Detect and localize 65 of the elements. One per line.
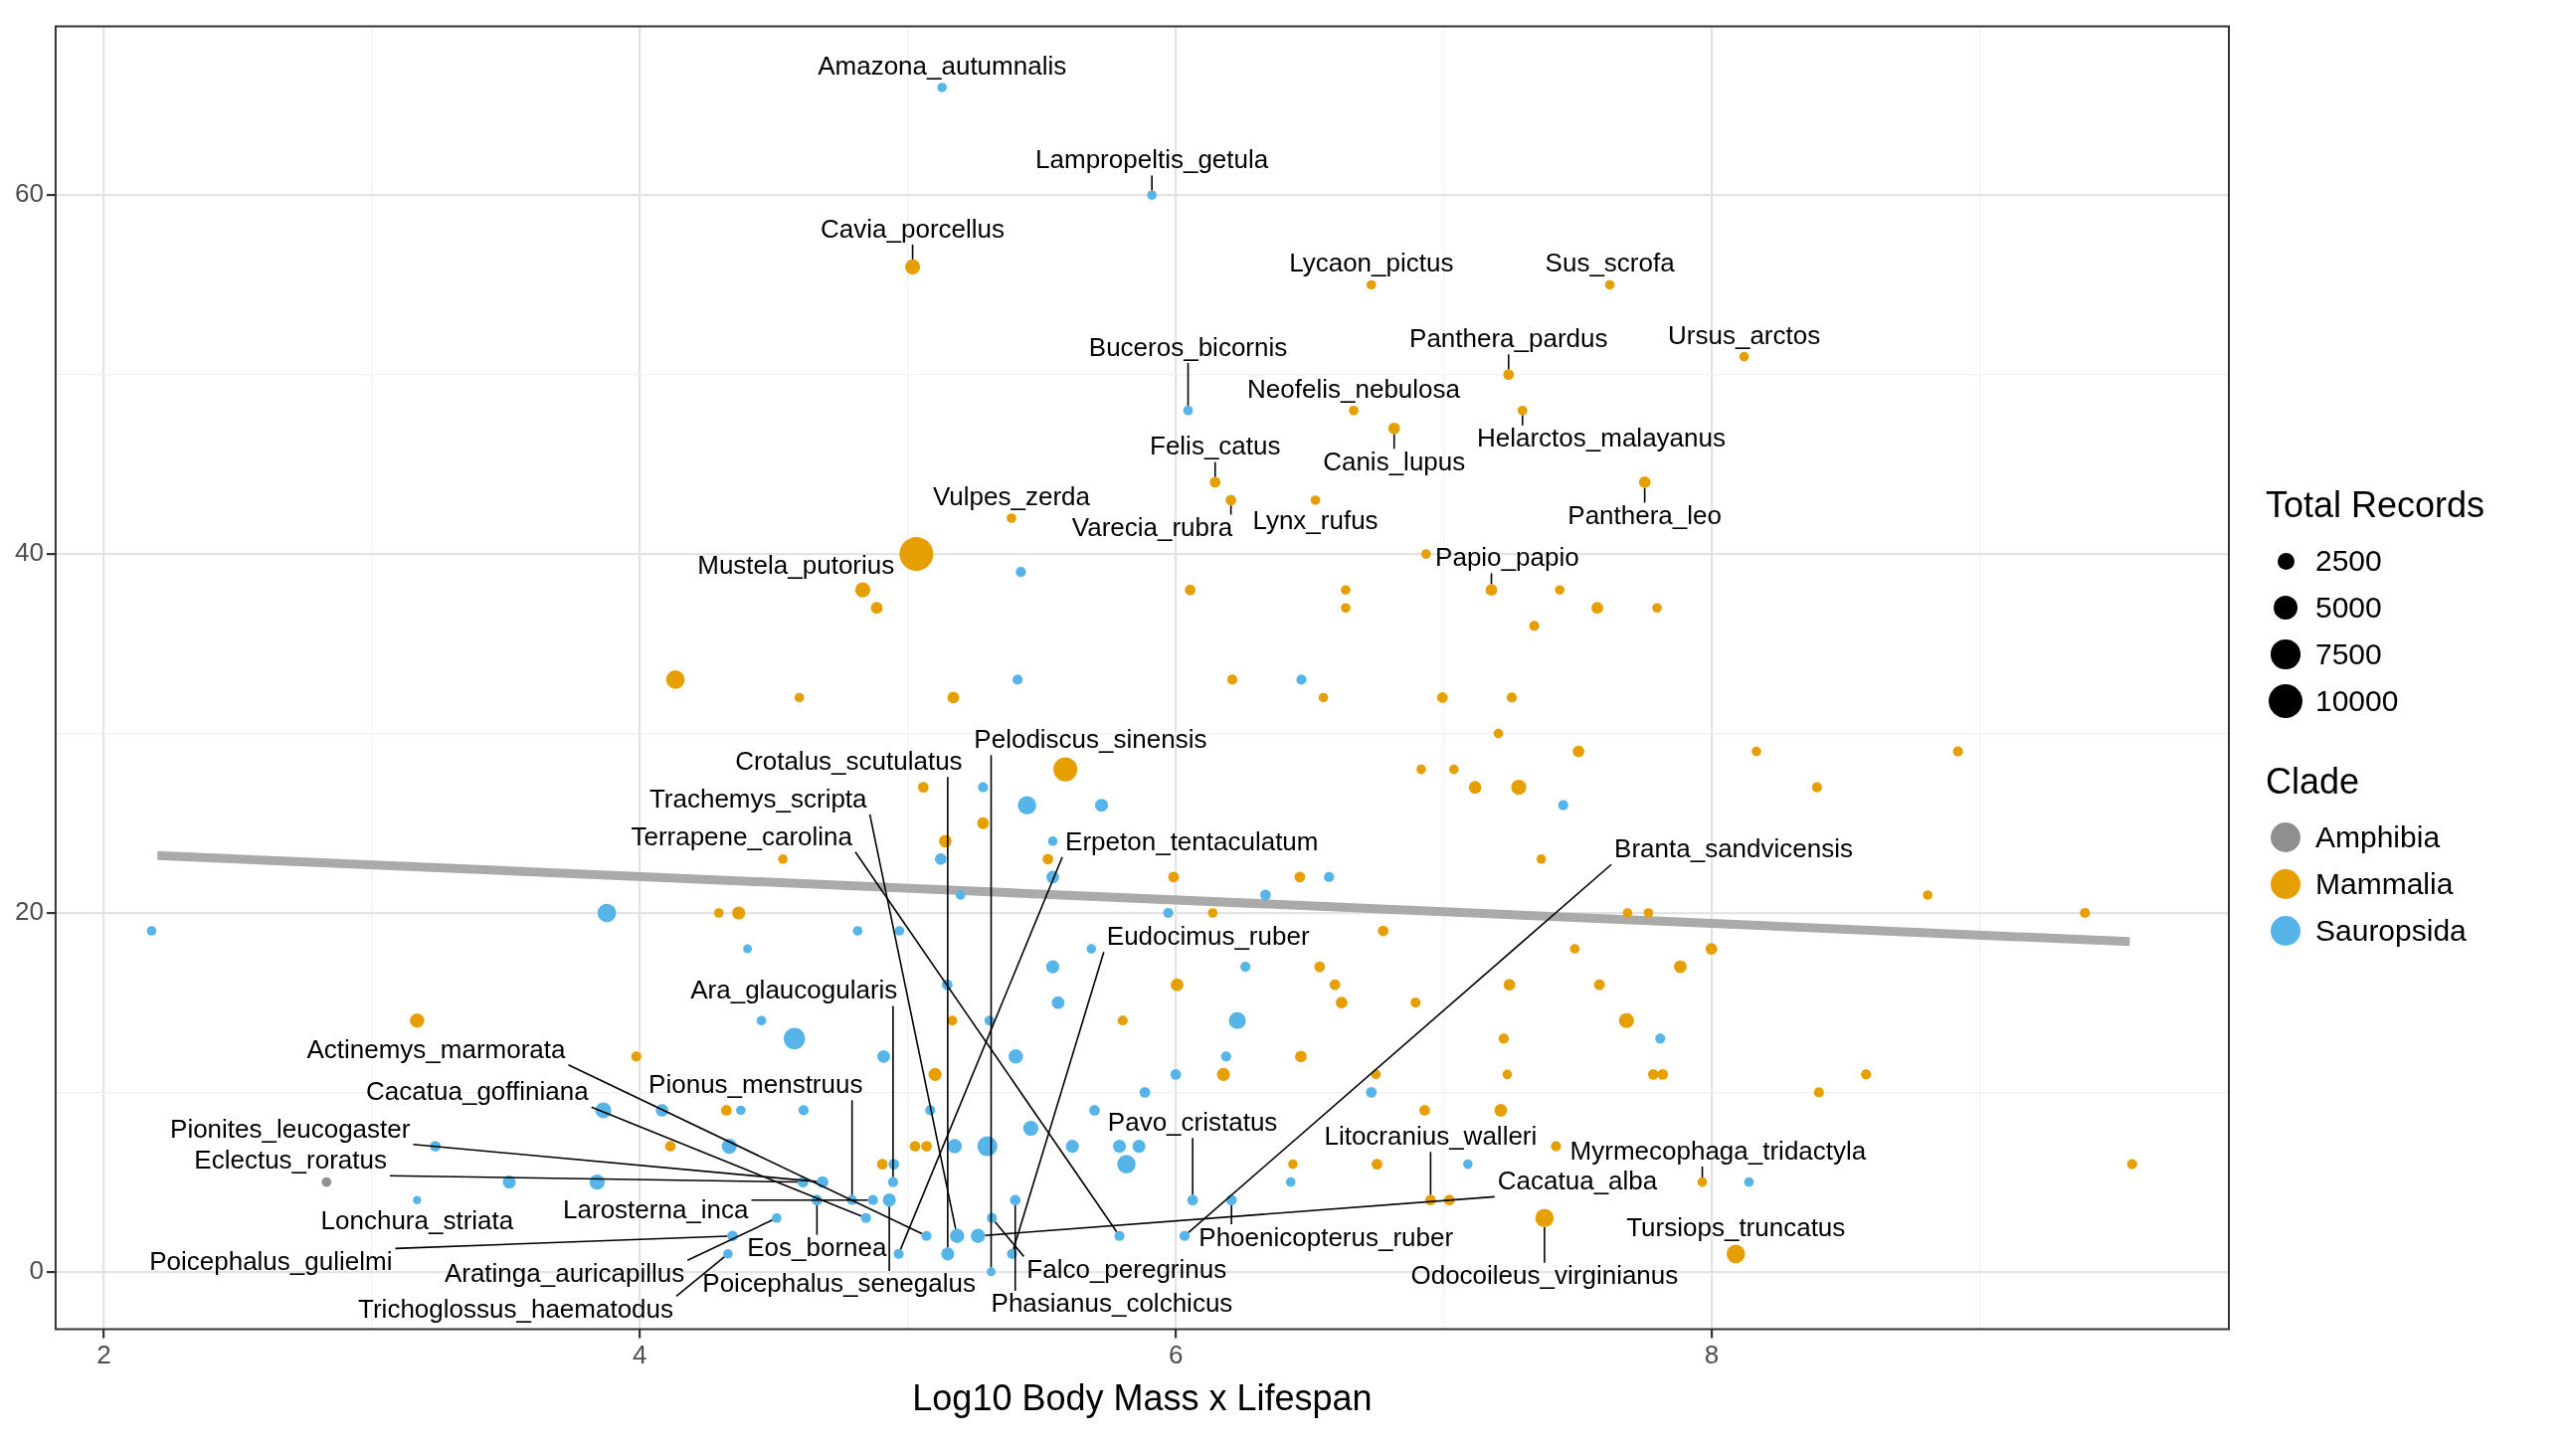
annotation: Canis_lupus [1323,446,1466,476]
annotation: Myrmecophaga_tridactyla [1569,1135,1867,1166]
annotation: Poicephalus_gulielmi [149,1245,393,1276]
annotation: Panthera_pardus [1409,323,1608,354]
annotation: Cacatua_alba [1497,1166,1658,1196]
x-axis-title: Log10 Body Mass x Lifespan [912,1377,1373,1419]
annotation: Actinemys_marmorata [306,1033,567,1064]
annotation: Falco_peregrinus [1026,1253,1227,1284]
annotation: Neofelis_nebulosa [1247,373,1461,404]
annotation: Terrapene_carolina [631,820,853,851]
annotation: Varecia_rubra [1071,511,1233,542]
legend-title: Clade [2266,760,2361,803]
annotation: Erpeton_tentaculatum [1065,825,1319,856]
annotation: Aratinga_auricapillus [444,1257,685,1288]
annotation: Eos_bornea [747,1232,888,1263]
legend-label: Mammalia [2315,867,2454,901]
y-tick-label: 0 [29,1255,44,1286]
annotation: Phasianus_colchicus [991,1288,1233,1319]
annotation: Larosterna_inca [563,1193,750,1224]
x-tick-label: 2 [96,1340,111,1370]
annotation: Papio_papio [1435,542,1579,573]
annotation: Amazona_autumnalis [818,51,1067,82]
legend-label: 7500 [2315,637,2382,671]
annotation: Crotalus_scutulatus [735,746,963,777]
annotation: Ursus_arctos [1668,319,1821,350]
annotation: Panthera_leo [1567,499,1722,530]
x-tick-label: 6 [1168,1340,1184,1370]
annotation: Poicephalus_senegalus [702,1268,976,1299]
legend-label: Sauropsida [2315,914,2467,948]
annotation: Odocoileus_virginianus [1410,1260,1679,1291]
legend-label: 5000 [2315,591,2382,625]
x-tick-label: 8 [1704,1340,1720,1370]
annotation: Eclectus_roratus [194,1145,387,1176]
annotation: Buceros_bicornis [1088,331,1288,362]
annotation: Eudocimus_ruber [1106,921,1310,952]
legend-label: 10000 [2315,684,2399,718]
annotation: Trichoglossus_haematodus [358,1293,674,1324]
y-tick-label: 40 [15,537,44,568]
annotation: Trachemys_scripta [648,783,868,814]
y-tick-label: 20 [15,896,44,927]
annotation: Felis_catus [1149,431,1281,461]
y-tick-label: 60 [15,178,44,209]
annotation: Vulpes_zerda [932,481,1091,512]
annotation: Branta_sandvicensis [1614,833,1854,864]
annotation: Sus_scrofa [1545,248,1676,278]
annotation: Pelodiscus_sinensis [974,724,1207,755]
annotation: Cavia_porcellus [821,213,1006,244]
annotation: Ara_glaucogularis [690,975,898,1005]
legend-label: Amphibia [2315,820,2441,854]
annotation: Pionites_leucogaster [170,1113,411,1144]
annotation: Pionus_menstruus [648,1069,863,1100]
x-tick-label: 4 [633,1340,647,1370]
annotation: Mustela_putorius [697,550,895,581]
annotation: Helarctos_malayanus [1476,423,1726,453]
annotation: Lonchura_striata [320,1205,514,1236]
annotation: Tursiops_truncatus [1626,1212,1846,1243]
annotation: Cacatua_goffiniana [366,1076,590,1107]
annotation: Litocranius_walleri [1324,1121,1538,1152]
annotation: Lycaon_pictus [1289,248,1454,278]
annotation: Lampropeltis_getula [1035,144,1269,175]
annotation: Lynx_rufus [1252,505,1379,536]
legend-label: 2500 [2315,544,2382,578]
text: Total Records [2266,483,2486,526]
annotation: Pavo_cristatus [1107,1107,1278,1138]
annotation: Phoenicopterus_ruber [1198,1221,1454,1252]
